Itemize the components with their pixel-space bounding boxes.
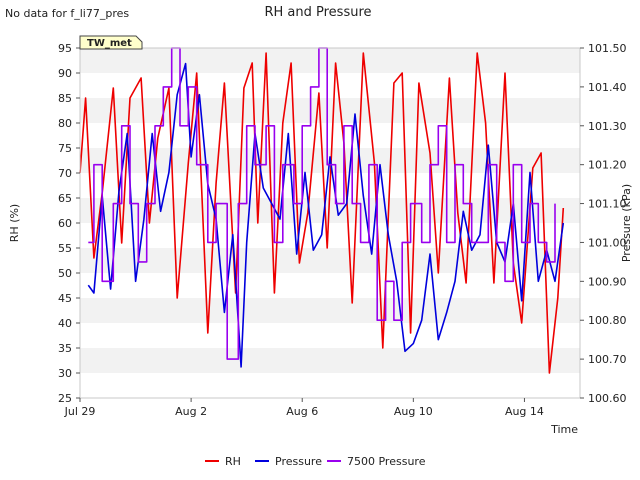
x-axis-label: Time — [550, 423, 578, 436]
y-axis-label-left: RH (%) — [8, 204, 21, 242]
series-line-rh — [79, 52, 565, 374]
y-left-tick-label: 95 — [58, 42, 72, 55]
y-left-tick-label: 65 — [58, 192, 72, 205]
y-right-tick-label: 100.90 — [588, 275, 627, 288]
y-left-tick-label: 45 — [58, 292, 72, 305]
grid-band — [80, 48, 580, 73]
y-left-tick-label: 60 — [58, 217, 72, 230]
y-right-tick-label: 101.50 — [588, 42, 627, 55]
chart-title: RH and Pressure — [264, 5, 371, 20]
y-left-tick-label: 75 — [58, 142, 72, 155]
y-axis-label-right: Pressure (kPa) — [620, 184, 633, 262]
y-right-tick-label: 101.00 — [588, 236, 627, 249]
y-right-tick-label: 100.80 — [588, 314, 627, 327]
grid-band — [80, 248, 580, 273]
series-line-pressure — [87, 62, 565, 368]
y-left-tick-label: 55 — [58, 242, 72, 255]
y-right-tick-label: 101.10 — [588, 198, 627, 211]
x-tick-label: Aug 10 — [394, 405, 433, 418]
y-right-tick-label: 100.70 — [588, 353, 627, 366]
x-tick-label: Aug 14 — [505, 405, 544, 418]
series-line-7500-pressure — [88, 47, 556, 360]
y-left-tick-label: 85 — [58, 92, 72, 105]
no-data-note: No data for f_li77_pres — [5, 7, 130, 20]
y-left-tick-label: 40 — [58, 317, 72, 330]
y-left-tick-label: 70 — [58, 167, 72, 180]
grid-band — [80, 98, 580, 123]
x-tick-label: Aug 2 — [175, 405, 207, 418]
y-left-tick-label: 25 — [58, 392, 72, 405]
grid-band — [80, 348, 580, 373]
site-badge-label: TW_met — [87, 38, 132, 49]
grid-band — [80, 123, 580, 148]
grid-band — [80, 298, 580, 323]
x-tick-label: Jul 29 — [64, 405, 96, 418]
y-right-tick-label: 101.20 — [588, 159, 627, 172]
y-left-tick-label: 80 — [58, 117, 72, 130]
grid-band — [80, 273, 580, 298]
legend-label: RH — [225, 455, 241, 468]
y-right-tick-label: 100.60 — [588, 392, 627, 405]
y-left-tick-label: 90 — [58, 67, 72, 80]
grid-band — [80, 323, 580, 348]
y-right-tick-label: 101.30 — [588, 120, 627, 133]
legend-label: 7500 Pressure — [347, 455, 426, 468]
legend-label: Pressure — [275, 455, 322, 468]
x-tick-label: Aug 6 — [286, 405, 318, 418]
y-left-tick-label: 50 — [58, 267, 72, 280]
y-right-tick-label: 101.40 — [588, 81, 627, 94]
grid-band — [80, 373, 580, 398]
y-left-tick-label: 30 — [58, 367, 72, 380]
y-left-tick-label: 35 — [58, 342, 72, 355]
site-badge: TW_met — [79, 35, 143, 50]
legend: RH Pressure 7500 Pressure — [205, 455, 426, 468]
